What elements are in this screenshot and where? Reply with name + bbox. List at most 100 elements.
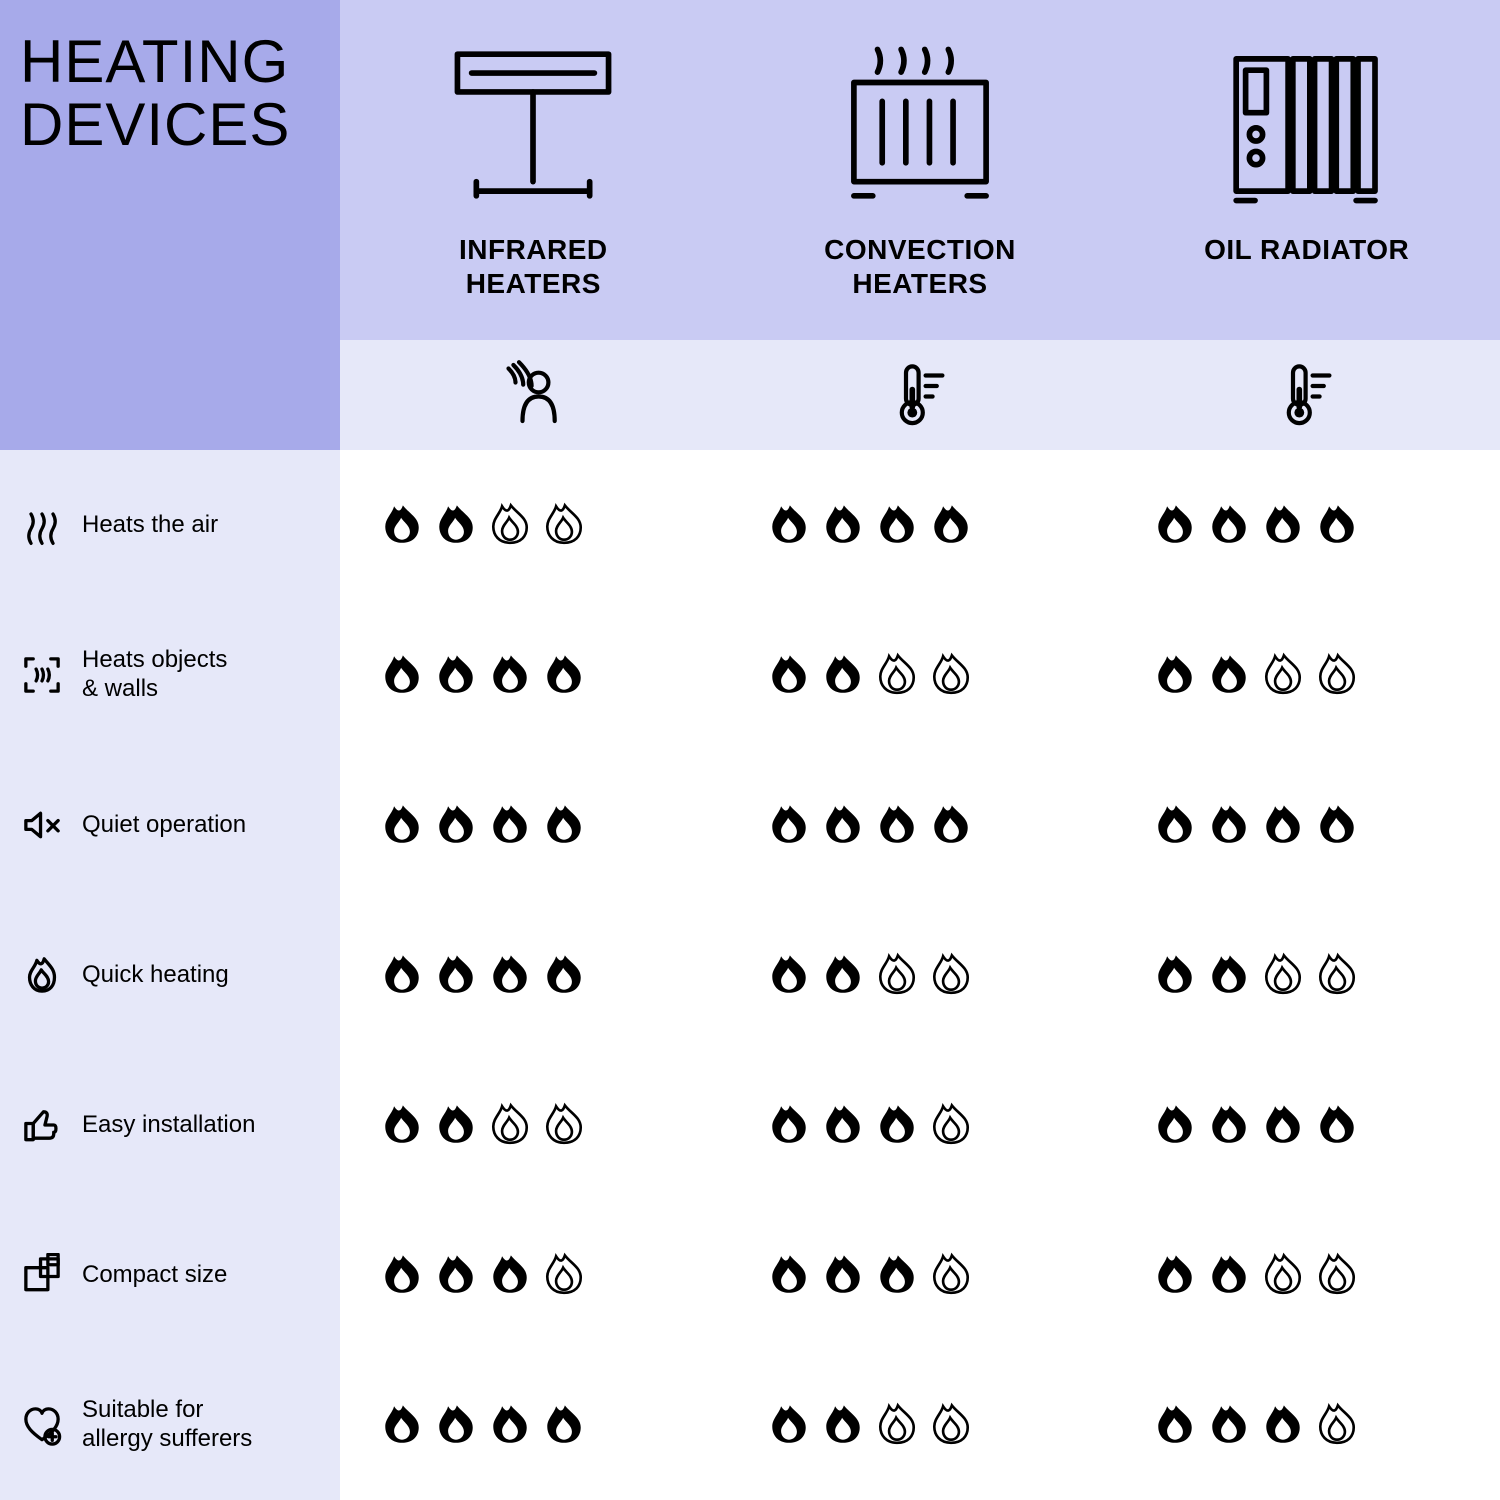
rating-easy_install-infrared (340, 1050, 727, 1200)
feature-label-heats_air: Heats the air (0, 450, 340, 600)
flame-icon (488, 1397, 532, 1454)
rating-compact-infrared (340, 1200, 727, 1350)
flame-icon (875, 1397, 919, 1454)
flame-icon (1261, 647, 1305, 704)
flame-icon (875, 947, 919, 1004)
flame-icon (821, 797, 865, 854)
flame-icon (434, 1397, 478, 1454)
flame-icon (1261, 1247, 1305, 1304)
flame-icon (434, 497, 478, 554)
heart-plus-icon (20, 1403, 64, 1447)
column-label-infrared: INFRAREDHEATERS (459, 233, 608, 300)
flame-icon (821, 497, 865, 554)
flame-icon (488, 1097, 532, 1154)
flame-icon (1207, 947, 1251, 1004)
rating-allergy-oil (1113, 1350, 1500, 1500)
rating-quiet-infrared (340, 750, 727, 900)
rating-compact-oil (1113, 1200, 1500, 1350)
column-header-infrared: INFRAREDHEATERS (340, 0, 727, 340)
mode-row-spacer (0, 340, 340, 450)
rating-quick-oil (1113, 900, 1500, 1050)
flame-icon (542, 497, 586, 554)
flame-icon (821, 1097, 865, 1154)
feature-text-heats_air: Heats the air (82, 511, 218, 540)
flame-icon (488, 1247, 532, 1304)
mode-cell-infrared (340, 340, 727, 450)
flame-icon (767, 1097, 811, 1154)
page-title: HEATING DEVICES (20, 30, 320, 156)
flame-icon (434, 1097, 478, 1154)
flame-icon (767, 1247, 811, 1304)
rating-heats_air-oil (1113, 450, 1500, 600)
flame-icon (1315, 497, 1359, 554)
flame-icon (542, 647, 586, 704)
heat-waves-icon (20, 503, 64, 547)
flame-icon (929, 497, 973, 554)
flame-icon (542, 947, 586, 1004)
rating-heats_objects-infrared (340, 600, 727, 750)
flame-icon (821, 1247, 865, 1304)
rating-quiet-convection (727, 750, 1114, 900)
feature-label-quick: Quick heating (0, 900, 340, 1050)
flame-icon (1315, 1247, 1359, 1304)
oil-radiator-icon (1212, 40, 1402, 215)
feature-label-heats_objects: Heats objects& walls (0, 600, 340, 750)
flame-icon (767, 947, 811, 1004)
flame-icon (1207, 647, 1251, 704)
rating-quiet-oil (1113, 750, 1500, 900)
flame-icon (875, 797, 919, 854)
flame-icon (488, 647, 532, 704)
comparison-grid: HEATING DEVICES INFRAREDHEATERS CONVECTI… (0, 0, 1500, 1500)
flame-icon (1261, 797, 1305, 854)
column-header-convection: CONVECTIONHEATERS (727, 0, 1114, 340)
mode-cell-convection (727, 340, 1114, 450)
flame-icon (1207, 797, 1251, 854)
flame-icon (542, 797, 586, 854)
thumbs-up-icon (20, 1103, 64, 1147)
flame-icon (1315, 647, 1359, 704)
column-label-convection: CONVECTIONHEATERS (824, 233, 1016, 300)
rating-heats_objects-convection (727, 600, 1114, 750)
rating-heats_air-infrared (340, 450, 727, 600)
flame-icon (929, 947, 973, 1004)
flame-outline-icon (20, 953, 64, 997)
flame-icon (929, 797, 973, 854)
flame-icon (1153, 797, 1197, 854)
flame-icon (875, 1247, 919, 1304)
flame-icon (821, 1397, 865, 1454)
flame-icon (488, 497, 532, 554)
flame-icon (1153, 647, 1197, 704)
feature-label-allergy: Suitable forallergy sufferers (0, 1350, 340, 1500)
feature-label-compact: Compact size (0, 1200, 340, 1350)
flame-icon (542, 1097, 586, 1154)
flame-icon (1315, 1097, 1359, 1154)
rating-quick-infrared (340, 900, 727, 1050)
flame-icon (929, 1247, 973, 1304)
mode-cell-oil (1113, 340, 1500, 450)
infrared-heater-icon (438, 40, 628, 215)
rating-allergy-convection (727, 1350, 1114, 1500)
column-label-oil: OIL RADIATOR (1204, 233, 1409, 267)
title-cell: HEATING DEVICES (0, 0, 340, 340)
rating-compact-convection (727, 1200, 1114, 1350)
rating-easy_install-convection (727, 1050, 1114, 1200)
flame-icon (488, 797, 532, 854)
flame-icon (1153, 1397, 1197, 1454)
flame-icon (821, 647, 865, 704)
flame-icon (1261, 947, 1305, 1004)
flame-icon (488, 947, 532, 1004)
flame-icon (434, 1247, 478, 1304)
rating-heats_objects-oil (1113, 600, 1500, 750)
thermometer-icon (1272, 358, 1342, 433)
flame-icon (380, 1097, 424, 1154)
flame-icon (929, 1097, 973, 1154)
flame-icon (875, 647, 919, 704)
flame-icon (1153, 497, 1197, 554)
feature-text-quiet: Quiet operation (82, 811, 246, 840)
flame-icon (929, 1397, 973, 1454)
flame-icon (1315, 797, 1359, 854)
flame-icon (1153, 947, 1197, 1004)
feature-text-allergy: Suitable forallergy sufferers (82, 1396, 252, 1454)
feature-text-compact: Compact size (82, 1261, 227, 1290)
frame-heat-icon (20, 653, 64, 697)
